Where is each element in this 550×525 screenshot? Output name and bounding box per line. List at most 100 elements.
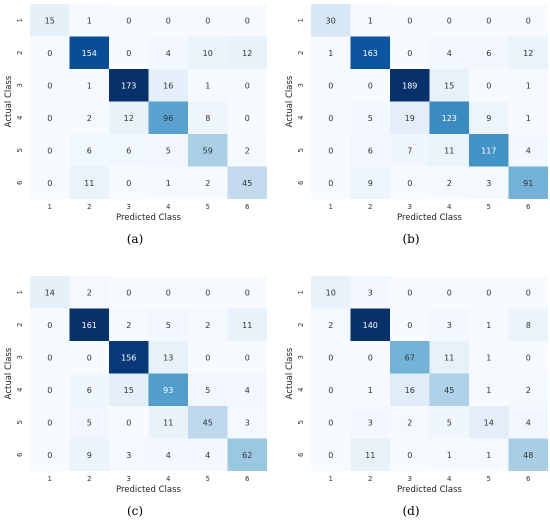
confusion-matrix-panel: 30 1 0 0 0 01 163 0 4 6 120 0 189 15 0 10 5 19 123 9 10 6 7 11 1… <box>285 4 548 246</box>
heatmap-cell <box>109 373 149 406</box>
cell-value-label: 0 <box>47 353 52 362</box>
heatmap-cell <box>311 36 351 69</box>
cell-value-label: 0 <box>47 321 52 330</box>
cell-value-label: 0 <box>245 81 250 90</box>
heatmap-cell <box>30 166 70 199</box>
y-tick-label: 2 <box>297 51 305 55</box>
heatmap-cell <box>148 69 188 102</box>
heatmap-cell <box>508 101 548 134</box>
heatmap-cell <box>350 101 390 134</box>
x-axis-title: Predicted Class <box>397 485 463 495</box>
cell-value-label: 11 <box>365 451 375 460</box>
heatmap-cell <box>188 308 228 341</box>
cell-value-label: 67 <box>405 353 415 362</box>
cell-value-label: 0 <box>126 418 131 427</box>
heatmap-cell <box>508 341 548 374</box>
cell-value-label: 0 <box>205 16 210 25</box>
confusion-matrix-panel: 10 3 0 0 0 02 140 0 3 1 80 0 67 11 1 00 1 16 45 1 20 3 2 5 14 40 1… <box>285 276 548 518</box>
cell-value-label: 0 <box>486 288 491 297</box>
y-tick-label: 1 <box>297 290 305 294</box>
cell-value-label: 0 <box>447 288 452 297</box>
cell-value-label: 0 <box>368 81 373 90</box>
x-axis-title: Predicted Class <box>116 213 182 223</box>
heatmap-cell <box>508 438 548 471</box>
cell-value-label: 1 <box>486 386 491 395</box>
cell-value-label: 163 <box>363 49 378 58</box>
heatmap-cell <box>390 101 430 134</box>
x-tick-label: 1 <box>48 203 52 211</box>
x-tick-label: 3 <box>127 475 131 483</box>
x-tick-label: 6 <box>245 475 250 483</box>
heatmap-cell <box>429 4 469 37</box>
heatmap-cell <box>69 69 109 102</box>
cell-value-label: 45 <box>203 418 213 427</box>
heatmap-cell <box>311 308 351 341</box>
confusion-matrix-panel: 14 2 0 0 0 00 161 2 5 2 110 0 156 13 0 00 6 15 93 5 40 5 0 11 45… <box>4 276 267 518</box>
cell-value-label: 15 <box>444 81 454 90</box>
panel-caption: (c) <box>127 504 143 518</box>
cell-value-label: 1 <box>368 386 373 395</box>
heatmap-cell <box>429 373 469 406</box>
cell-value-label: 0 <box>486 16 491 25</box>
heatmap-cell <box>69 308 109 341</box>
cell-value-label: 0 <box>47 418 52 427</box>
heatmap-cell <box>390 166 430 199</box>
x-tick-label: 6 <box>526 475 531 483</box>
x-tick-label: 4 <box>447 203 452 211</box>
y-tick-label: 6 <box>297 180 305 185</box>
heatmap-cell <box>109 166 149 199</box>
cell-value-label: 0 <box>447 16 452 25</box>
y-axis-title: Actual Class <box>4 75 14 127</box>
cell-value-label: 0 <box>166 16 171 25</box>
cell-value-label: 3 <box>368 418 373 427</box>
heatmap-cell <box>350 438 390 471</box>
cell-value-label: 5 <box>447 418 452 427</box>
heatmap-cell <box>148 134 188 167</box>
heatmap-cell <box>109 341 149 374</box>
heatmap-cell <box>508 308 548 341</box>
heatmap-cell <box>350 36 390 69</box>
x-tick-label: 5 <box>206 203 210 211</box>
cell-value-label: 0 <box>526 288 531 297</box>
heatmap-cell <box>350 308 390 341</box>
heatmap-cell <box>429 69 469 102</box>
cell-value-label: 123 <box>442 114 457 123</box>
heatmap-cell <box>469 438 509 471</box>
cell-value-label: 0 <box>328 353 333 362</box>
cell-value-label: 12 <box>242 49 252 58</box>
cell-value-label: 161 <box>82 321 97 330</box>
cell-value-label: 0 <box>126 288 131 297</box>
cell-value-label: 6 <box>87 386 92 395</box>
confusion-matrix-panel: 15 1 0 0 0 00 154 0 4 10 120 1 173 16 1 00 2 12 96 8 00 6 6 5 59… <box>4 4 267 246</box>
heatmap-cell <box>109 101 149 134</box>
cell-value-label: 10 <box>326 288 336 297</box>
heatmap-cell <box>390 134 430 167</box>
cell-value-label: 11 <box>444 353 454 362</box>
cell-value-label: 8 <box>205 114 210 123</box>
cell-value-label: 5 <box>166 321 171 330</box>
heatmap-cell <box>311 406 351 439</box>
cell-value-label: 0 <box>526 353 531 362</box>
cell-value-label: 11 <box>444 146 454 155</box>
y-tick-label: 3 <box>297 83 305 87</box>
heatmap-cell <box>469 341 509 374</box>
cell-value-label: 14 <box>45 288 55 297</box>
cell-value-label: 0 <box>47 114 52 123</box>
heatmap-cell <box>429 36 469 69</box>
heatmap-cell <box>69 341 109 374</box>
cell-value-label: 0 <box>87 353 92 362</box>
heatmap-cell <box>390 438 430 471</box>
heatmap-cell <box>188 101 228 134</box>
cell-value-label: 2 <box>407 418 412 427</box>
heatmap-cell <box>188 406 228 439</box>
heatmap-cell <box>350 341 390 374</box>
x-tick-label: 3 <box>408 475 412 483</box>
heatmap-cell <box>109 276 149 309</box>
heatmap-cell <box>390 36 430 69</box>
x-tick-label: 5 <box>206 475 210 483</box>
cell-value-label: 4 <box>245 386 250 395</box>
cell-value-label: 0 <box>368 353 373 362</box>
y-tick-label: 2 <box>16 51 24 55</box>
heatmap-cell <box>109 4 149 37</box>
heatmap-cell <box>227 373 267 406</box>
